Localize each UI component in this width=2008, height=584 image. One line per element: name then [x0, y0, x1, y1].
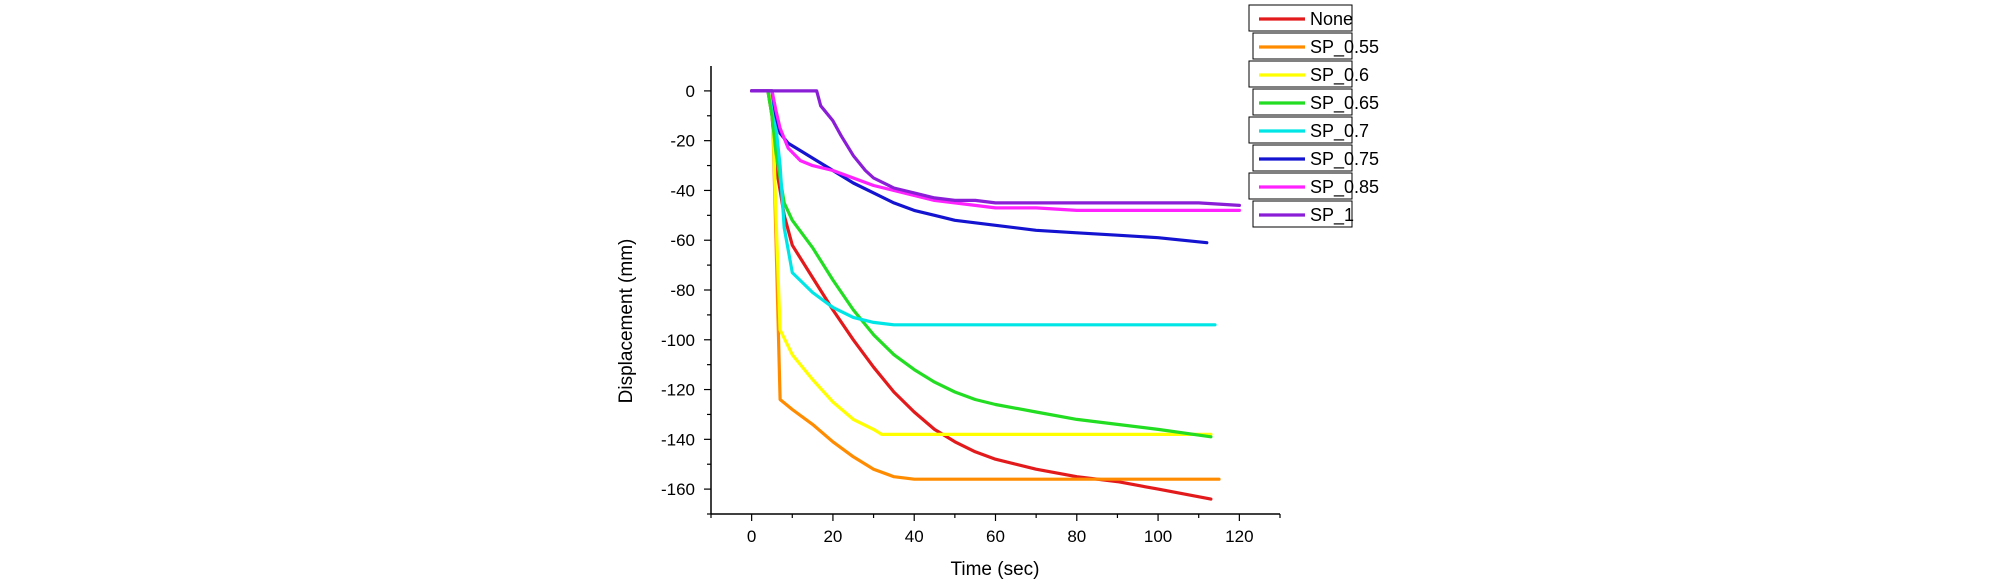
y-tick-label: -60	[670, 231, 695, 250]
y-tick-label: -140	[661, 430, 695, 449]
series-line-sp-0-85	[750, 89, 1241, 212]
y-tick-label: -20	[670, 132, 695, 151]
y-tick-label: -80	[670, 281, 695, 300]
series-line-sp-0-55	[750, 89, 1221, 481]
legend-entry: SP_0.65	[1252, 88, 1379, 116]
legend-entry: SP_0.55	[1252, 32, 1379, 60]
axes	[710, 66, 1280, 515]
y-axis-title: Displacement (mm)	[616, 239, 637, 404]
legend-label: SP_1	[1310, 205, 1354, 226]
legend: None SP_0.55 SP_0.6 SP_0.65 SP_0.7 SP_0.75 SP_…	[1248, 4, 1379, 228]
legend-label: None	[1310, 9, 1353, 29]
legend-label: SP_0.85	[1310, 177, 1379, 198]
series-line-sp-0-6	[750, 89, 1213, 436]
y-tick-label: -160	[661, 480, 695, 499]
legend-label: SP_0.75	[1310, 149, 1379, 170]
y-tick-label: 0	[686, 82, 695, 101]
series-line-sp-1	[750, 89, 1241, 207]
x-tick-label: 120	[1225, 527, 1253, 546]
x-tick-label: 100	[1144, 527, 1172, 546]
series-line-none	[750, 89, 1213, 501]
tick-marks	[704, 90, 1281, 521]
series-line-sp-0-7	[750, 89, 1217, 327]
legend-label: SP_0.7	[1310, 121, 1369, 142]
legend-label: SP_0.6	[1310, 65, 1369, 86]
tick-labels: 0 -20 -40 -60 -80 -100 -120 -140 -160 0 20 40 60 80 10…	[661, 82, 1254, 546]
legend-label: SP_0.55	[1310, 37, 1379, 58]
y-tick-label: -100	[661, 331, 695, 350]
legend-entry: SP_0.7	[1248, 116, 1369, 144]
legend-label: SP_0.65	[1310, 93, 1379, 114]
legend-entry: SP_0.6	[1248, 60, 1369, 88]
legend-entry: SP_0.75	[1252, 144, 1379, 172]
legend-entry: SP_1	[1252, 200, 1354, 228]
x-tick-label: 40	[905, 527, 924, 546]
y-tick-label: -40	[670, 181, 695, 200]
legend-entry: SP_0.85	[1248, 172, 1379, 200]
series-line-sp-0-65	[750, 89, 1213, 439]
legend-entry: None	[1248, 4, 1353, 32]
y-tick-label: -120	[661, 381, 695, 400]
x-tick-label: 0	[747, 527, 756, 546]
x-tick-label: 60	[986, 527, 1005, 546]
x-axis-title: Time (sec)	[950, 559, 1039, 580]
x-tick-label: 20	[823, 527, 842, 546]
series-lines	[750, 89, 1241, 501]
x-tick-label: 80	[1067, 527, 1086, 546]
